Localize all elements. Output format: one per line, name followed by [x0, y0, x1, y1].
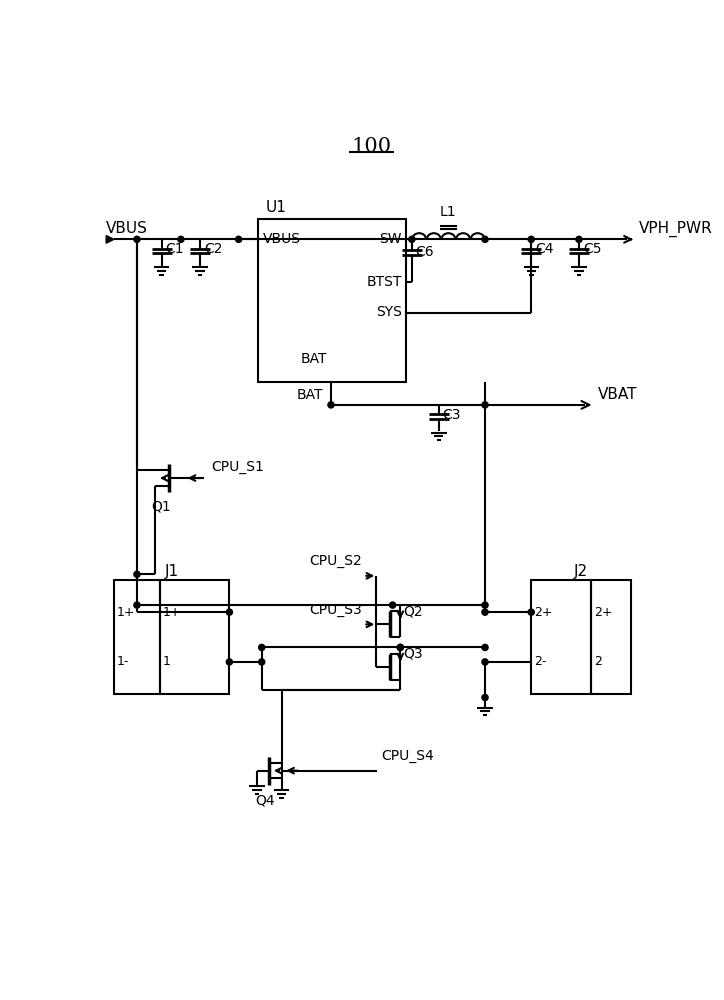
- Text: VBAT: VBAT: [597, 387, 637, 402]
- Text: C3: C3: [442, 408, 461, 422]
- Text: BTST: BTST: [366, 275, 402, 289]
- Text: Q2: Q2: [403, 604, 423, 618]
- Text: 1-: 1-: [117, 655, 130, 668]
- Circle shape: [235, 236, 242, 242]
- Text: J2: J2: [574, 564, 589, 579]
- Text: C4: C4: [535, 242, 554, 256]
- Circle shape: [482, 602, 488, 608]
- Text: Q4: Q4: [255, 794, 274, 808]
- Circle shape: [482, 659, 488, 665]
- Text: VPH_PWR: VPH_PWR: [639, 220, 712, 237]
- Bar: [258, 219, 406, 382]
- Circle shape: [390, 602, 396, 608]
- Circle shape: [482, 609, 488, 615]
- Circle shape: [528, 236, 534, 242]
- Text: SW: SW: [379, 232, 402, 246]
- Text: Q3: Q3: [403, 647, 423, 661]
- Circle shape: [409, 236, 415, 242]
- Circle shape: [328, 402, 334, 408]
- Circle shape: [134, 602, 140, 608]
- Circle shape: [482, 644, 488, 651]
- Circle shape: [134, 236, 140, 242]
- Text: 2-: 2-: [534, 655, 547, 668]
- Circle shape: [397, 644, 403, 651]
- Text: C6: C6: [416, 245, 434, 259]
- Circle shape: [134, 571, 140, 577]
- Text: 2+: 2+: [534, 606, 553, 619]
- Text: Q1: Q1: [152, 500, 172, 514]
- Text: C1: C1: [166, 242, 184, 256]
- Text: VBUS: VBUS: [106, 221, 148, 236]
- Text: C2: C2: [204, 242, 222, 256]
- Text: SYS: SYS: [376, 306, 402, 320]
- Circle shape: [258, 644, 265, 651]
- Text: 2: 2: [594, 655, 602, 668]
- Text: BAT: BAT: [297, 388, 324, 402]
- Text: VBUS: VBUS: [263, 232, 300, 246]
- Text: CPU_S4: CPU_S4: [381, 749, 434, 763]
- Circle shape: [258, 659, 265, 665]
- Text: CPU_S1: CPU_S1: [211, 460, 264, 474]
- Text: CPU_S3: CPU_S3: [309, 603, 362, 617]
- Text: 1+: 1+: [163, 606, 182, 619]
- Circle shape: [482, 694, 488, 701]
- Text: CPU_S2: CPU_S2: [309, 554, 362, 568]
- Circle shape: [397, 644, 403, 651]
- Text: 2+: 2+: [594, 606, 613, 619]
- Polygon shape: [106, 235, 114, 243]
- Text: 100: 100: [351, 137, 391, 156]
- Text: BAT: BAT: [300, 352, 327, 366]
- Circle shape: [482, 236, 488, 242]
- Circle shape: [178, 236, 184, 242]
- Bar: [592, 580, 631, 694]
- Text: 1+: 1+: [117, 606, 135, 619]
- Circle shape: [227, 609, 232, 615]
- Bar: [531, 580, 592, 694]
- Circle shape: [482, 402, 488, 408]
- Text: U1: U1: [266, 200, 287, 215]
- Circle shape: [576, 236, 582, 242]
- Text: 1: 1: [163, 655, 171, 668]
- Text: C5: C5: [583, 242, 602, 256]
- Text: J1: J1: [164, 564, 179, 579]
- Text: L1: L1: [440, 205, 457, 219]
- Circle shape: [528, 609, 534, 615]
- Bar: [114, 580, 160, 694]
- Circle shape: [227, 659, 232, 665]
- Bar: [160, 580, 230, 694]
